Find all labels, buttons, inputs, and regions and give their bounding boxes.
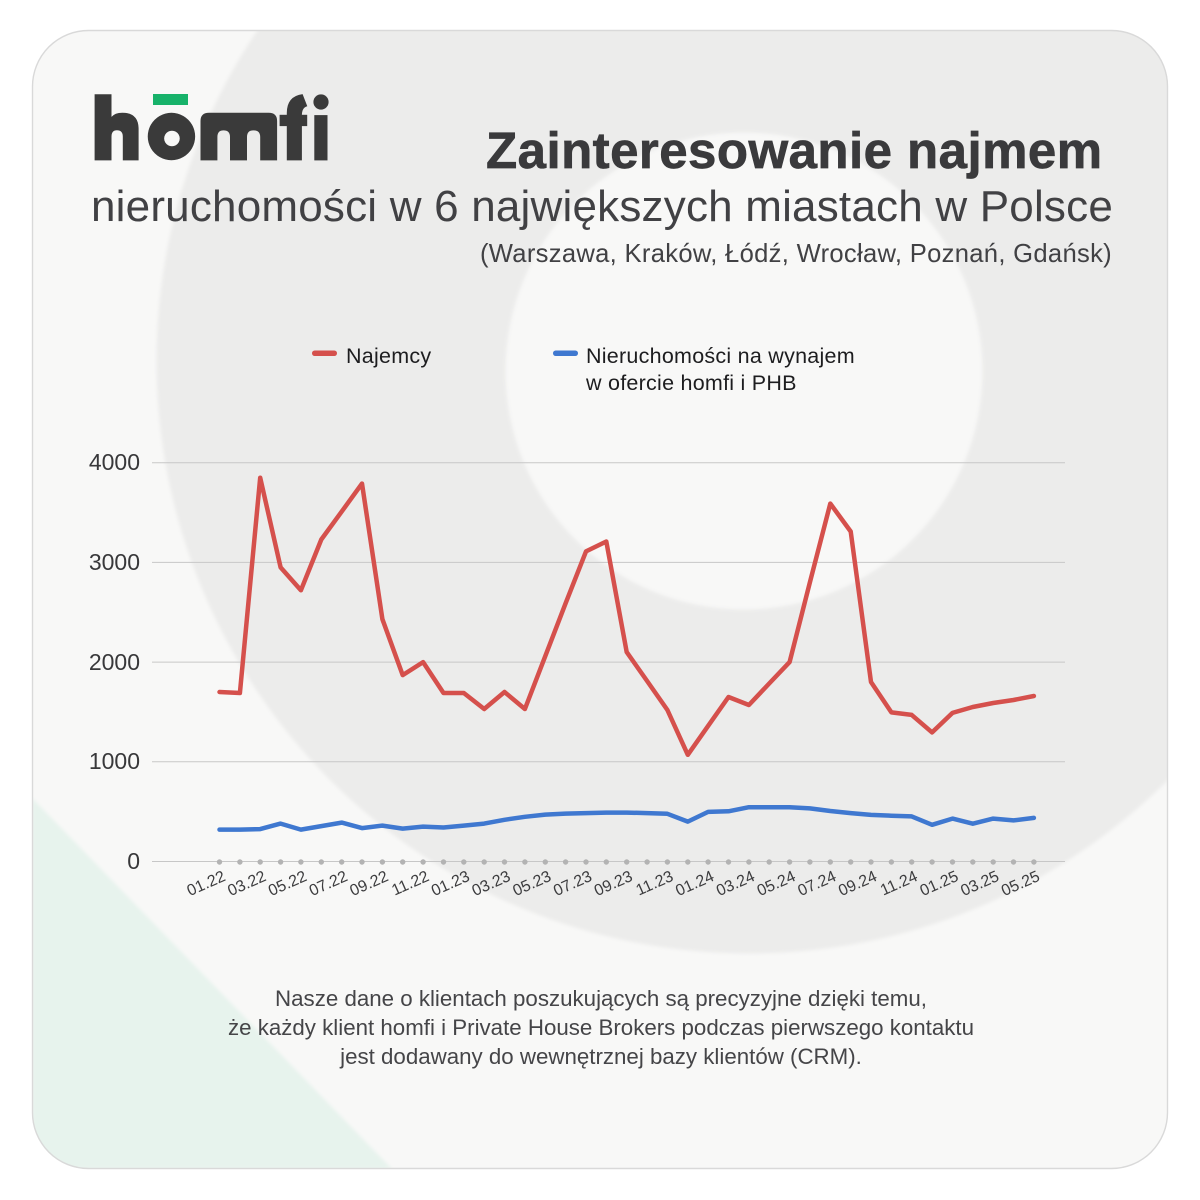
- svg-text:3000: 3000: [89, 549, 140, 575]
- svg-text:0: 0: [127, 848, 140, 874]
- svg-text:4000: 4000: [89, 449, 140, 475]
- svg-text:1000: 1000: [89, 748, 140, 774]
- svg-text:2000: 2000: [89, 649, 140, 675]
